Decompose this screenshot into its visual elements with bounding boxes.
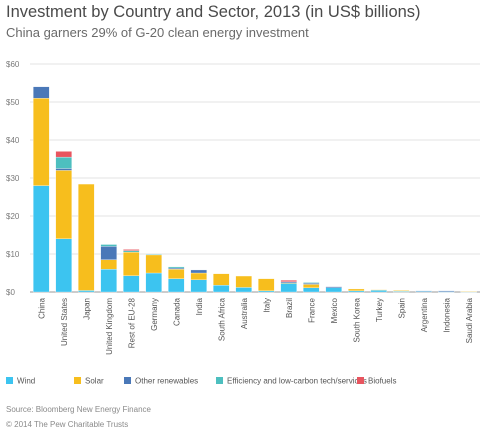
- x-tick-label: United Kingdom: [105, 298, 114, 355]
- x-tick-label: Canada: [172, 297, 181, 326]
- bar-segment: [393, 290, 410, 292]
- x-tick-label: Germany: [150, 298, 159, 331]
- bar-segment: [100, 244, 117, 247]
- chart-title: Investment by Country and Sector, 2013 (…: [6, 3, 421, 21]
- bar-segment: [55, 170, 72, 239]
- bar-segment: [55, 156, 72, 169]
- bar-segment: [325, 286, 342, 288]
- bar-segment: [78, 290, 95, 293]
- y-tick-label: $10: [6, 250, 20, 259]
- x-tick-label: Argentina: [420, 297, 429, 332]
- bar-segment: [280, 280, 297, 282]
- bar-segment: [100, 269, 117, 293]
- bar-segment: [348, 290, 365, 293]
- gridlines: [30, 63, 480, 293]
- bar-segment: [303, 287, 320, 293]
- x-tick-label: India: [195, 297, 204, 315]
- legend-swatch: [6, 377, 13, 384]
- legend-label: Biofuels: [368, 377, 396, 386]
- bar-segment: [370, 289, 387, 291]
- x-tick-label: France: [307, 297, 316, 322]
- bar-segment: [78, 183, 95, 291]
- legend-swatch: [124, 377, 131, 384]
- legend: Wind Solar Other renewables Efficiency and …: [6, 377, 396, 386]
- legend-label: Other renewables: [135, 377, 198, 386]
- x-tick-label: South Korea: [352, 297, 361, 342]
- bar-segment: [460, 291, 477, 292]
- bar-segment: [303, 283, 320, 285]
- bar-segment: [213, 273, 230, 286]
- x-tick-label: Brazil: [285, 298, 294, 318]
- bar-segment: [258, 278, 275, 292]
- bar-segment: [100, 246, 117, 260]
- bar-segment: [55, 168, 72, 171]
- legend-label: Wind: [17, 377, 35, 386]
- x-tick-label: Spain: [397, 298, 406, 318]
- x-tick-label: Japan: [82, 298, 91, 320]
- x-tick-label: Italy: [262, 298, 271, 313]
- bar-segment: [235, 287, 252, 293]
- x-axis-tick-labels: China United States Japan United Kingdom Res…: [37, 297, 474, 354]
- source-note: Source: Bloomberg New Energy Finance: [6, 405, 151, 414]
- bar-segment: [145, 254, 162, 274]
- bar-segment: [190, 272, 207, 280]
- x-tick-label: Saudi Arabia: [465, 297, 474, 343]
- bar-segment: [145, 272, 162, 293]
- x-tick-label: Mexico: [330, 297, 339, 323]
- bar-segment: [190, 279, 207, 293]
- bar-segment: [123, 250, 140, 253]
- bar-segment: [325, 287, 342, 293]
- bar-segment: [123, 249, 140, 251]
- bar-segment: [303, 282, 320, 284]
- bar-segment: [33, 185, 50, 293]
- x-tick-label: United States: [60, 298, 69, 346]
- bar-segment: [168, 269, 185, 279]
- bar-segment: [55, 238, 72, 293]
- bar-segment: [280, 281, 297, 284]
- legend-label: Efficiency and low-carbon tech/services: [227, 377, 367, 386]
- bar-segment: [100, 259, 117, 270]
- x-tick-label: Turkey: [375, 298, 384, 322]
- bar-segment: [303, 284, 320, 288]
- bar-segment: [235, 275, 252, 288]
- x-tick-label: Australia: [240, 297, 249, 329]
- y-axis-tick-labels: $0 $10 $20 $30 $40 $50 $60: [6, 60, 20, 297]
- bar-segment: [33, 98, 50, 186]
- legend-label: Solar: [85, 377, 104, 386]
- bar-segment: [280, 283, 297, 293]
- bar-segment: [190, 269, 207, 274]
- bar-segment: [168, 278, 185, 293]
- bar-segment: [168, 267, 185, 270]
- bar-segment: [348, 288, 365, 292]
- bars: [33, 86, 477, 293]
- x-tick-label: Rest of EU-28: [127, 297, 136, 348]
- bar-segment: [123, 275, 140, 293]
- legend-swatch: [74, 377, 81, 384]
- bar-segment: [123, 251, 140, 276]
- bar-segment: [168, 266, 185, 269]
- bar-segment: [415, 290, 432, 292]
- bar-segment: [55, 151, 72, 158]
- y-tick-label: $30: [6, 174, 20, 183]
- legend-swatch: [216, 377, 223, 384]
- y-tick-label: $40: [6, 136, 20, 145]
- copyright-note: © 2014 The Pew Charitable Trusts: [6, 420, 129, 429]
- chart-subtitle: China garners 29% of G-20 clean energy i…: [6, 25, 309, 40]
- y-tick-label: $0: [6, 288, 15, 297]
- y-tick-label: $50: [6, 98, 20, 107]
- y-tick-label: $60: [6, 60, 20, 69]
- x-tick-label: China: [37, 297, 46, 318]
- bar-segment: [33, 86, 50, 99]
- bar-segment: [438, 290, 455, 292]
- legend-swatch: [357, 377, 364, 384]
- bar-segment: [258, 290, 275, 293]
- bar-segment: [213, 285, 230, 293]
- x-tick-label: Indonesia: [442, 297, 451, 332]
- y-tick-label: $20: [6, 212, 20, 221]
- x-tick-label: South Africa: [217, 297, 226, 341]
- bar-segment: [145, 254, 162, 256]
